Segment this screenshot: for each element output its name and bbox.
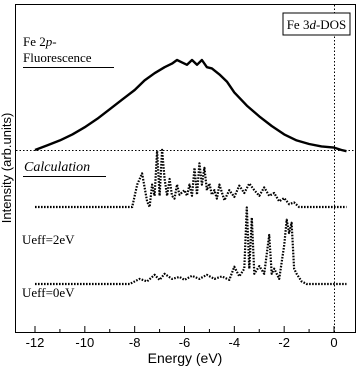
series-line-exp bbox=[34, 58, 347, 153]
series-line-ueff0 bbox=[35, 206, 347, 286]
x-tick-label: -12 bbox=[26, 335, 45, 350]
ueff-0ev-label: Ueff=0eV bbox=[22, 285, 75, 300]
legend: Fe 3d-DOS bbox=[282, 12, 351, 36]
series-line-ueff2 bbox=[35, 148, 347, 209]
y-axis-label: Intensity (arb.units) bbox=[0, 113, 14, 224]
legend-label: Fe 3d-DOS bbox=[287, 17, 347, 32]
experiment-label-line1: Fe 2p- bbox=[23, 34, 57, 49]
plot-frame bbox=[15, 4, 356, 333]
x-tick-label: -2 bbox=[278, 335, 290, 350]
x-tick-label: -6 bbox=[179, 335, 191, 350]
calculation-label: Calculation bbox=[24, 160, 90, 175]
x-tick-label: -8 bbox=[129, 335, 141, 350]
x-axis-label: Energy (eV) bbox=[148, 350, 223, 366]
legend-box bbox=[282, 12, 351, 36]
x-tick-label: -10 bbox=[75, 335, 94, 350]
experiment-label-line2: Fluorescence bbox=[23, 50, 92, 65]
x-tick-label: -4 bbox=[229, 335, 241, 350]
x-axis-ticks: -12 -10 -8 -6 -4 -2 0 bbox=[26, 326, 338, 350]
series-layer bbox=[34, 58, 347, 286]
ueff-2ev-label: Ueff=2eV bbox=[22, 232, 75, 247]
x-tick-label: 0 bbox=[330, 335, 337, 350]
